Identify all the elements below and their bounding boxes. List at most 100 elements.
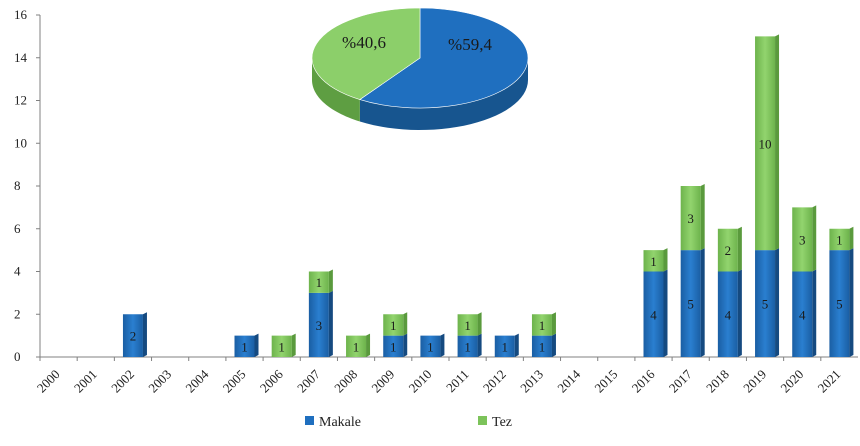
bar-makale [680,250,701,357]
data-label-makale: 3 [316,318,323,333]
x-tick-label: 2016 [629,366,658,395]
data-label-makale: 1 [464,339,471,354]
x-tick-label: 2019 [740,367,769,396]
data-label-makale: 1 [390,339,397,354]
bar-side-makale [514,333,519,357]
x-tick-label: 2000 [34,367,63,396]
pie-label-tez: %40,6 [342,33,386,52]
bar-makale [829,250,850,357]
bar-side-tez [291,333,296,357]
legend-label-tez: Tez [492,415,512,430]
bar-side-makale [737,269,742,357]
bar-makale [531,335,552,357]
data-label-makale: 4 [650,307,657,322]
x-tick-label: 2017 [666,366,695,395]
bar-makale [643,271,664,357]
bar-side-makale [700,248,705,357]
bar-side-tez [812,205,817,272]
pie-slice-makale [359,7,529,109]
data-label-tez: 10 [759,136,772,151]
bar-makale [755,250,776,357]
bar-side-makale [254,333,259,357]
data-label-tez: 2 [725,243,732,258]
bar-makale [717,271,738,357]
legend: Makale Tez [305,415,512,430]
bar-side-makale [328,290,333,357]
data-label-tez: 1 [539,318,546,333]
bar-side-makale [440,333,445,357]
pie-slice-tez [311,7,421,100]
bar-side-makale [403,333,408,357]
x-tick-label: 2013 [517,367,546,396]
y-tick-label: 12 [14,93,27,108]
x-tick-label: 2020 [777,367,806,396]
x-tick-label: 2006 [257,366,286,395]
bar-makale [308,292,329,357]
data-label-tez: 1 [353,339,360,354]
data-label-tez: 3 [687,211,694,226]
bar-tez [346,335,367,357]
bar-side-makale [142,312,147,357]
data-label-makale: 2 [130,329,137,344]
bar-side-tez [366,333,371,357]
x-tick-label: 2008 [331,367,360,396]
y-tick-label: 2 [14,306,21,321]
pie-chart: %59,4 %40,6 [311,7,529,130]
bars: 2 1 1 3 1 1 1 1 1 1 1 1 1 1 4 1 5 3 4 2 5 10 4 3 5 1 [122,34,854,357]
bar-makale [457,335,478,357]
bar-makale [494,335,515,357]
x-tick-label: 2005 [220,367,249,396]
y-tick-label: 16 [14,7,28,22]
pie-label-makale: %59,4 [448,35,492,54]
data-label-tez: 3 [799,232,806,247]
x-tick-label: 2014 [554,366,583,395]
bar-tez [829,228,850,251]
x-tick-label: 2009 [368,367,397,396]
x-tick-label: 2010 [406,367,435,396]
data-label-makale: 1 [427,339,434,354]
bar-tez [531,314,552,336]
bar-tez [308,271,329,293]
bar-side-tez [477,312,482,336]
legend-label-makale: Makale [319,415,361,430]
bar-makale [420,335,441,357]
pie-side-makale [359,58,528,130]
y-tick-label: 14 [14,50,28,65]
bar-side-tez [775,34,780,251]
bar-side-makale [849,248,854,357]
data-label-tez: 1 [316,275,323,290]
bar-side-tez [403,312,408,336]
bar-side-tez [700,184,705,251]
bar-tez [383,314,404,336]
bar-tez [457,314,478,336]
bar-tez [755,36,776,251]
bar-makale [234,335,255,357]
data-label-makale: 1 [241,339,248,354]
data-label-tez: 1 [836,232,843,247]
y-tick-label: 4 [14,264,21,279]
data-label-makale: 4 [725,307,732,322]
x-tick-label: 2003 [145,367,174,396]
data-label-makale: 5 [762,297,769,312]
data-label-tez: 1 [390,318,397,333]
y-tick-label: 8 [14,178,21,193]
x-tick-label: 2007 [294,366,323,395]
bar-side-tez [663,248,668,272]
bar-tez [643,250,664,272]
x-tick-label: 2021 [815,367,844,396]
x-tick-label: 2002 [108,367,137,396]
bar-side-tez [551,312,556,336]
bar-makale [383,335,404,357]
data-label-makale: 5 [836,297,843,312]
bar-side-makale [551,333,556,357]
data-label-tez: 1 [650,254,657,269]
legend-swatch-tez [478,416,487,425]
bar-side-tez [328,269,333,293]
y-tick-label: 6 [14,221,21,236]
bar-side-makale [812,269,817,357]
data-label-tez: 1 [464,318,471,333]
data-label-makale: 1 [539,339,546,354]
bar-tez [792,207,813,272]
y-tick-label: 0 [14,349,21,364]
